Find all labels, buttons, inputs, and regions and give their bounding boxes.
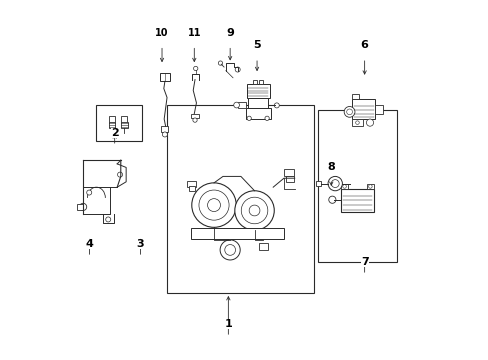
Circle shape — [330, 180, 339, 188]
Bar — [190, 114, 199, 118]
Circle shape — [342, 185, 346, 188]
Circle shape — [224, 244, 235, 255]
Circle shape — [193, 66, 198, 71]
Bar — [109, 122, 115, 128]
Circle shape — [327, 176, 342, 191]
Circle shape — [162, 132, 167, 137]
Circle shape — [191, 183, 236, 227]
Bar — [258, 80, 263, 84]
Circle shape — [207, 199, 220, 212]
Text: 10: 10 — [155, 28, 168, 38]
Bar — [190, 228, 284, 239]
Bar — [315, 181, 320, 186]
Bar — [351, 94, 359, 99]
Circle shape — [234, 191, 274, 230]
Bar — [187, 181, 195, 187]
Text: 6: 6 — [360, 40, 368, 50]
Text: 11: 11 — [187, 28, 201, 38]
Text: 1: 1 — [224, 319, 232, 329]
Circle shape — [366, 119, 373, 126]
Circle shape — [117, 172, 122, 177]
Bar — [237, 102, 245, 108]
Circle shape — [355, 121, 359, 125]
Bar — [77, 204, 83, 210]
Bar — [375, 105, 382, 114]
Bar — [161, 126, 168, 132]
Text: 9: 9 — [226, 28, 234, 38]
Circle shape — [86, 190, 92, 195]
Bar — [247, 98, 267, 108]
Circle shape — [274, 103, 279, 108]
Bar — [341, 189, 373, 212]
Text: 2: 2 — [111, 128, 118, 138]
Bar — [341, 184, 347, 189]
Bar — [351, 119, 362, 126]
Text: 5: 5 — [253, 40, 260, 50]
Bar — [109, 116, 115, 123]
Circle shape — [264, 116, 269, 121]
Bar — [245, 108, 270, 119]
Circle shape — [199, 190, 228, 220]
Text: 3: 3 — [137, 239, 144, 249]
Circle shape — [192, 118, 197, 122]
Bar — [160, 73, 169, 81]
Bar — [121, 116, 127, 123]
Bar — [121, 122, 127, 128]
Circle shape — [218, 61, 222, 65]
Circle shape — [233, 102, 239, 108]
Bar — [253, 80, 257, 84]
Text: 8: 8 — [327, 162, 334, 172]
Circle shape — [368, 185, 371, 188]
Circle shape — [80, 203, 86, 211]
Text: 7: 7 — [360, 257, 368, 267]
Bar — [284, 169, 293, 176]
Bar — [96, 105, 142, 140]
Circle shape — [235, 67, 240, 72]
Circle shape — [246, 116, 251, 121]
Bar — [258, 243, 267, 250]
Bar — [317, 110, 396, 262]
Circle shape — [249, 205, 260, 216]
Circle shape — [328, 196, 335, 203]
Circle shape — [346, 109, 352, 115]
Bar — [351, 99, 375, 119]
Circle shape — [220, 240, 240, 260]
Bar — [167, 105, 314, 293]
Bar — [188, 186, 195, 191]
Text: 4: 4 — [85, 239, 93, 249]
Circle shape — [241, 197, 267, 224]
Circle shape — [105, 217, 110, 222]
Bar — [285, 176, 293, 182]
Bar — [246, 84, 269, 98]
Circle shape — [344, 107, 354, 117]
Bar — [366, 184, 373, 189]
